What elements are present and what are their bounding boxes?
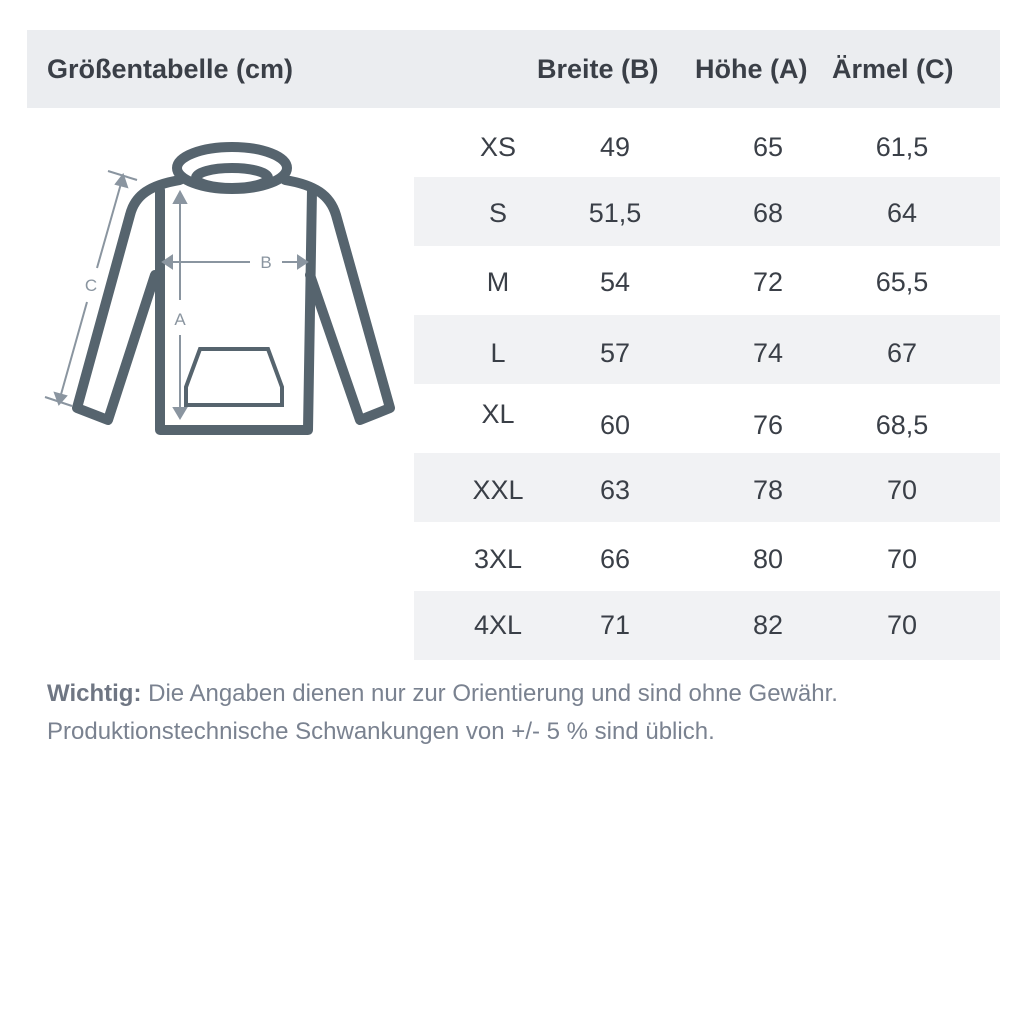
cell-size: 4XL bbox=[473, 610, 523, 640]
note-line-2: Produktionstechnische Schwankungen von +… bbox=[47, 718, 715, 745]
label-c: C bbox=[85, 276, 97, 295]
cell-hoehe: 76 bbox=[752, 410, 784, 440]
hoodie-right-sleeve bbox=[280, 175, 395, 425]
column-header-hoehe: Höhe (A) bbox=[695, 54, 808, 84]
cell-hoehe: 80 bbox=[752, 544, 784, 574]
note-label: Wichtig: bbox=[47, 680, 142, 707]
hoodie-pocket bbox=[184, 347, 284, 407]
cell-aermel: 64 bbox=[886, 198, 918, 228]
cell-aermel: 65,5 bbox=[875, 267, 929, 297]
cell-aermel: 70 bbox=[886, 544, 918, 574]
column-header-breite: Breite (B) bbox=[537, 54, 659, 84]
cell-hoehe: 65 bbox=[752, 132, 784, 162]
hoodie-body bbox=[155, 185, 317, 435]
cell-aermel: 68,5 bbox=[875, 410, 929, 440]
label-b: B bbox=[260, 253, 271, 272]
cell-aermel: 70 bbox=[886, 475, 918, 505]
cell-breite: 60 bbox=[599, 410, 631, 440]
cell-hoehe: 82 bbox=[752, 610, 784, 640]
cell-size: L bbox=[490, 338, 506, 368]
cell-hoehe: 68 bbox=[752, 198, 784, 228]
cell-breite: 63 bbox=[599, 475, 631, 505]
hoodie-icon: A B C bbox=[44, 142, 395, 435]
cell-breite: 71 bbox=[599, 610, 631, 640]
cell-aermel: 67 bbox=[886, 338, 918, 368]
table-row: 3XL 66 80 70 bbox=[414, 522, 1000, 591]
cell-aermel: 70 bbox=[886, 610, 918, 640]
hoodie-left-sleeve bbox=[72, 175, 185, 425]
cell-breite: 49 bbox=[599, 132, 631, 162]
cell-hoehe: 72 bbox=[752, 267, 784, 297]
cell-aermel: 61,5 bbox=[875, 132, 929, 162]
table-row: XS 49 65 61,5 bbox=[414, 108, 1000, 177]
table-row: L 57 74 67 bbox=[414, 315, 1000, 384]
note-text-1: Die Angaben dienen nur zur Orientierung … bbox=[148, 680, 838, 707]
table-title: Größentabelle (cm) bbox=[47, 54, 294, 84]
table-row: S 51,5 68 64 bbox=[414, 177, 1000, 246]
cell-breite: 54 bbox=[599, 267, 631, 297]
table-header bbox=[27, 30, 1000, 108]
cell-size: XXL bbox=[472, 475, 524, 505]
note-line-1: Wichtig: Die Angaben dienen nur zur Orie… bbox=[47, 680, 838, 708]
column-header-aermel: Ärmel (C) bbox=[832, 54, 954, 84]
table-row: XL 60 76 68,5 bbox=[414, 384, 1000, 453]
cell-size: M bbox=[486, 267, 510, 297]
cell-hoehe: 78 bbox=[752, 475, 784, 505]
cell-hoehe: 74 bbox=[752, 338, 784, 368]
cell-size: XS bbox=[479, 132, 517, 162]
cell-breite: 51,5 bbox=[588, 198, 642, 228]
cell-breite: 57 bbox=[599, 338, 631, 368]
cell-size: 3XL bbox=[473, 544, 523, 574]
cell-size: S bbox=[488, 198, 508, 228]
cell-breite: 66 bbox=[599, 544, 631, 574]
table-row: M 54 72 65,5 bbox=[414, 246, 1000, 315]
hoodie-hood-inner bbox=[191, 163, 273, 193]
label-a: A bbox=[174, 310, 186, 329]
table-row: XXL 63 78 70 bbox=[414, 453, 1000, 522]
cell-size: XL bbox=[481, 399, 515, 429]
table-row: 4XL 71 82 70 bbox=[414, 591, 1000, 660]
